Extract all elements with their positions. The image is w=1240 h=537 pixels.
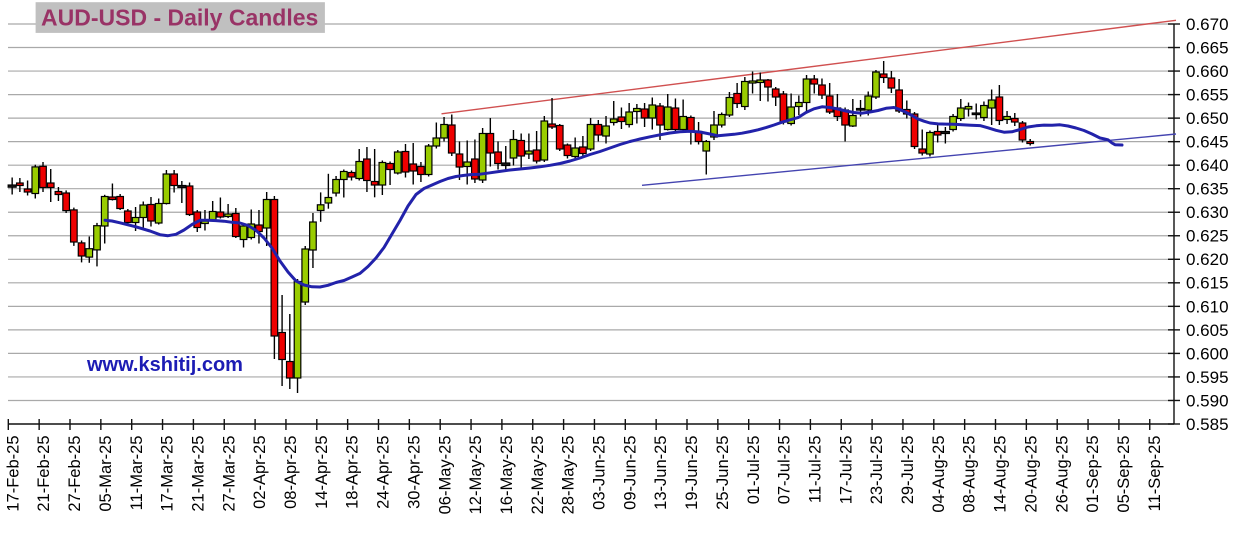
svg-text:05-Mar-25: 05-Mar-25: [97, 436, 115, 512]
svg-text:08-Apr-25: 08-Apr-25: [282, 436, 300, 509]
svg-text:24-Apr-25: 24-Apr-25: [375, 436, 393, 509]
svg-text:17-Feb-25: 17-Feb-25: [4, 436, 22, 512]
svg-text:14-Apr-25: 14-Apr-25: [313, 436, 331, 509]
svg-text:0.600: 0.600: [1186, 344, 1229, 363]
svg-text:17-Jul-25: 17-Jul-25: [837, 436, 855, 505]
svg-text:0.585: 0.585: [1186, 415, 1229, 434]
svg-text:0.590: 0.590: [1186, 391, 1229, 410]
svg-text:0.595: 0.595: [1186, 368, 1229, 387]
svg-text:25-Jun-25: 25-Jun-25: [714, 436, 732, 510]
svg-text:0.640: 0.640: [1186, 156, 1229, 175]
svg-text:11-Sep-25: 11-Sep-25: [1146, 436, 1164, 512]
svg-text:13-Jun-25: 13-Jun-25: [652, 436, 670, 510]
svg-text:0.610: 0.610: [1186, 297, 1229, 316]
svg-text:18-Apr-25: 18-Apr-25: [344, 436, 362, 509]
svg-text:02-Apr-25: 02-Apr-25: [251, 436, 269, 509]
svg-text:19-Jun-25: 19-Jun-25: [683, 436, 701, 510]
svg-text:29-Jul-25: 29-Jul-25: [899, 436, 917, 505]
svg-text:0.625: 0.625: [1186, 227, 1229, 246]
svg-text:17-Mar-25: 17-Mar-25: [159, 436, 177, 512]
svg-text:11-Jul-25: 11-Jul-25: [806, 436, 824, 504]
svg-text:0.670: 0.670: [1186, 15, 1229, 34]
svg-text:0.660: 0.660: [1186, 62, 1229, 81]
svg-text:0.645: 0.645: [1186, 133, 1229, 152]
svg-text:AUD-USD - Daily Candles: AUD-USD - Daily Candles: [41, 5, 318, 31]
svg-text:0.635: 0.635: [1186, 180, 1229, 199]
svg-text:08-Aug-25: 08-Aug-25: [961, 435, 979, 512]
svg-text:27-Feb-25: 27-Feb-25: [66, 436, 84, 512]
svg-text:30-Apr-25: 30-Apr-25: [405, 436, 423, 509]
svg-text:0.665: 0.665: [1186, 38, 1229, 57]
svg-text:26-Aug-25: 26-Aug-25: [1053, 436, 1071, 513]
svg-text:27-Mar-25: 27-Mar-25: [220, 436, 238, 512]
svg-text:14-Aug-25: 14-Aug-25: [992, 436, 1010, 513]
svg-text:0.620: 0.620: [1186, 250, 1229, 269]
svg-text:0.655: 0.655: [1186, 85, 1229, 104]
svg-text:11-Mar-25: 11-Mar-25: [128, 436, 146, 511]
svg-text:20-Aug-25: 20-Aug-25: [1022, 436, 1040, 513]
svg-text:07-Jul-25: 07-Jul-25: [776, 436, 794, 505]
svg-text:0.630: 0.630: [1186, 203, 1229, 222]
svg-text:06-May-25: 06-May-25: [436, 436, 454, 515]
svg-text:0.605: 0.605: [1186, 321, 1229, 340]
svg-text:01-Jul-25: 01-Jul-25: [745, 436, 763, 505]
svg-text:09-Jun-25: 09-Jun-25: [621, 436, 639, 510]
svg-text:04-Aug-25: 04-Aug-25: [930, 436, 948, 513]
svg-text:03-Jun-25: 03-Jun-25: [591, 436, 609, 510]
svg-text:www.kshitij.com: www.kshitij.com: [86, 354, 243, 376]
svg-text:0.615: 0.615: [1186, 274, 1229, 293]
svg-text:23-Jul-25: 23-Jul-25: [868, 436, 886, 505]
svg-text:16-May-25: 16-May-25: [498, 435, 516, 514]
svg-text:22-May-25: 22-May-25: [529, 436, 547, 515]
svg-text:21-Mar-25: 21-Mar-25: [189, 436, 207, 512]
svg-text:21-Feb-25: 21-Feb-25: [35, 436, 53, 512]
svg-text:0.650: 0.650: [1186, 109, 1229, 128]
svg-text:12-May-25: 12-May-25: [467, 436, 485, 515]
svg-text:01-Sep-25: 01-Sep-25: [1084, 436, 1102, 513]
svg-text:28-May-25: 28-May-25: [560, 436, 578, 515]
svg-text:05-Sep-25: 05-Sep-25: [1115, 436, 1133, 513]
